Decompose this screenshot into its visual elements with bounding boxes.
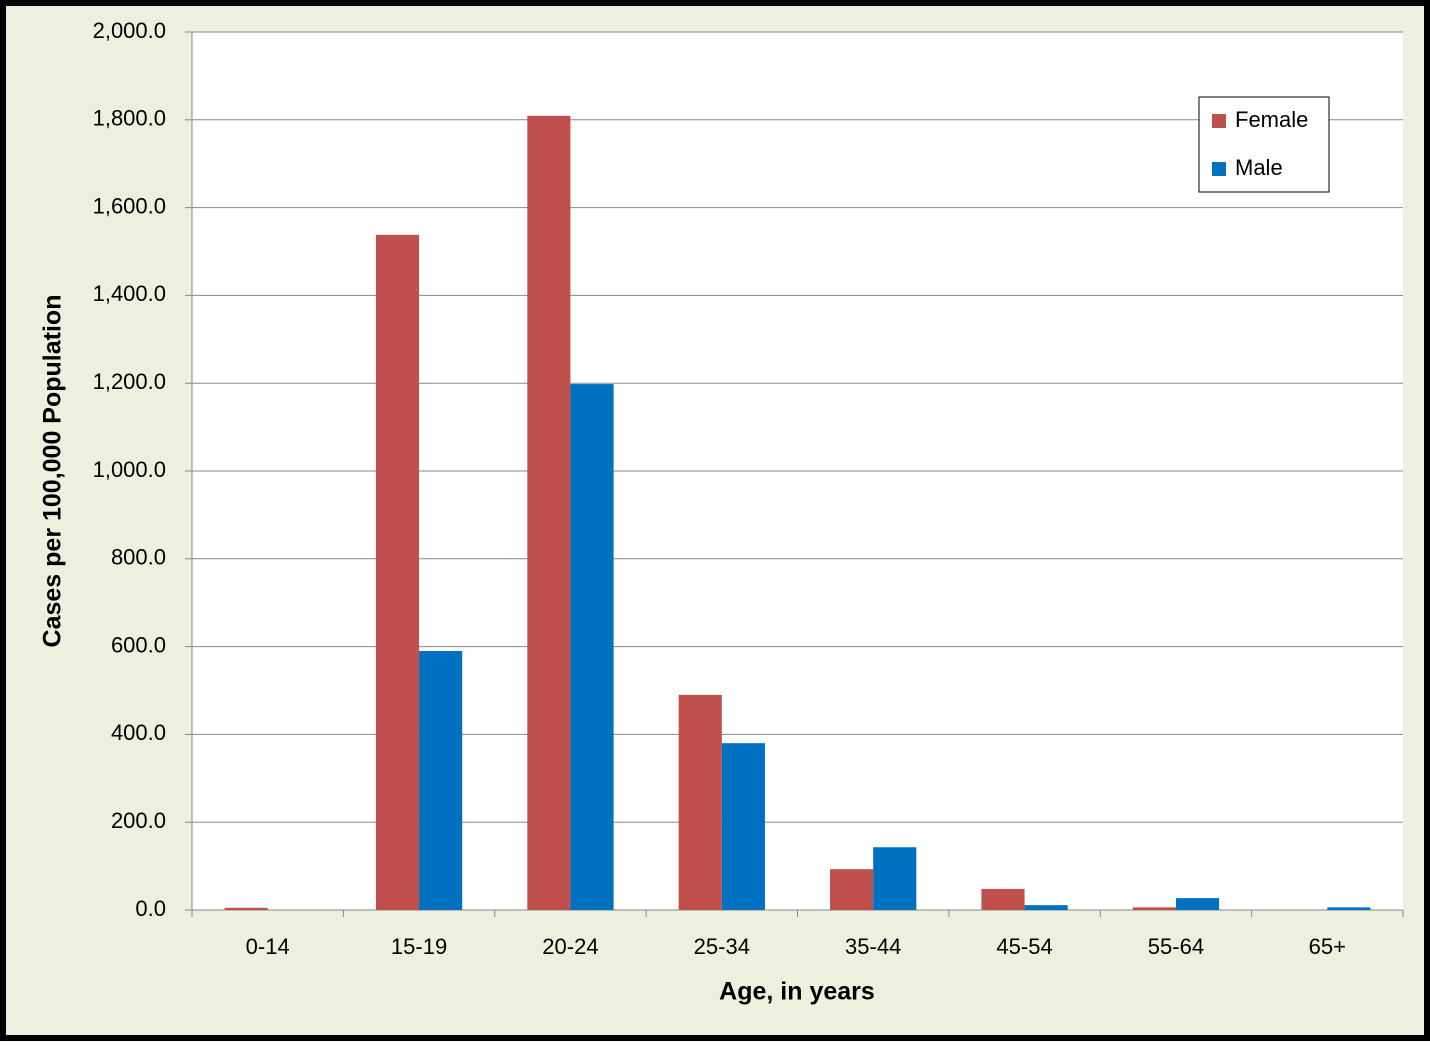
legend-box [1198, 96, 1330, 193]
y-tick-label: 600.0 [111, 632, 166, 657]
y-axis-title: Cases per 100,000 Population [39, 295, 67, 648]
y-tick-label: 2,000.0 [93, 18, 166, 43]
x-axis-title: Age, in years [719, 978, 875, 1006]
y-tick-label: 1,600.0 [93, 193, 166, 218]
bar [873, 847, 917, 910]
legend-swatch [1212, 114, 1226, 128]
bar [1132, 907, 1176, 910]
bar [1175, 898, 1220, 910]
y-tick-label: 0.0 [135, 896, 166, 921]
bar [1024, 905, 1068, 910]
bar [527, 115, 571, 910]
legend-label: Male [1235, 155, 1283, 180]
bar [830, 869, 874, 910]
y-tick-label: 1,200.0 [93, 369, 166, 394]
legend-swatch [1212, 162, 1226, 176]
x-tick-label: 20-24 [542, 934, 598, 959]
bar [981, 888, 1025, 910]
y-tick-label: 200.0 [111, 808, 166, 833]
bar [570, 384, 614, 910]
y-tick-label: 1,400.0 [93, 281, 166, 306]
x-tick-label: 45-54 [996, 934, 1052, 959]
x-tick-label: 55-64 [1148, 934, 1204, 959]
bar [1327, 907, 1371, 910]
bar [375, 234, 420, 910]
y-tick-label: 1,000.0 [93, 457, 166, 482]
x-tick-label: 0-14 [246, 934, 290, 959]
x-tick-label: 15-19 [391, 934, 447, 959]
y-tick-label: 400.0 [111, 720, 166, 745]
x-tick-label: 35-44 [845, 934, 901, 959]
y-tick-label: 1,800.0 [93, 106, 166, 131]
bar [678, 694, 722, 910]
legend-label: Female [1235, 107, 1308, 132]
bar [721, 743, 765, 910]
bar [419, 650, 463, 910]
y-tick-label: 800.0 [111, 545, 166, 570]
x-tick-label: 25-34 [694, 934, 750, 959]
x-tick-label: 65+ [1309, 934, 1346, 959]
bar [224, 907, 268, 910]
